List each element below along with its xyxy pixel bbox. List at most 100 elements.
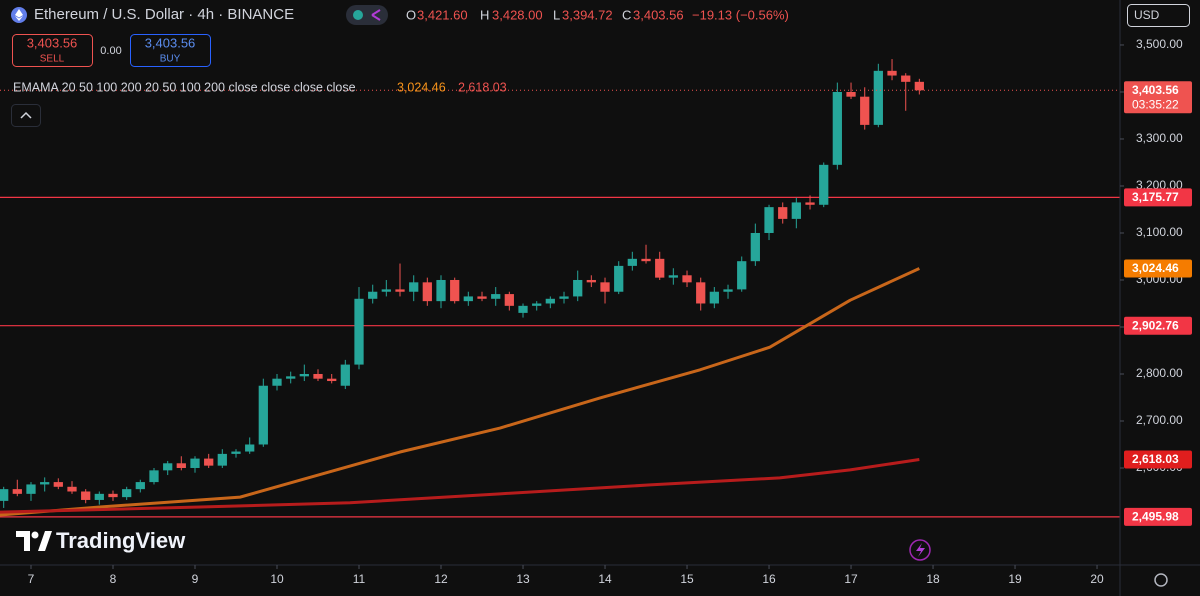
candle-body [26, 484, 36, 494]
candle-body [887, 70, 897, 76]
collapse-button[interactable] [11, 104, 41, 127]
candle-body [231, 451, 241, 454]
candle-body [450, 279, 460, 302]
candle-body [122, 489, 132, 498]
candle-body [327, 378, 337, 382]
indicator-value: 2,618.03 [458, 80, 507, 94]
candle-body [204, 458, 214, 466]
price-label-box [1124, 450, 1192, 469]
candle-body [340, 364, 350, 386]
candle-body [627, 258, 637, 266]
settings-icon[interactable] [1154, 573, 1168, 587]
candle-body [573, 279, 583, 297]
candle-body [53, 482, 63, 487]
y-tick-label: 3,500.00 [1136, 37, 1183, 51]
ohlc-label: H [480, 7, 489, 22]
ohlc-value: 3,403.56 [633, 7, 684, 22]
x-tick-label: 18 [926, 572, 940, 586]
candle-body [258, 385, 268, 445]
candle-body [81, 491, 91, 500]
sell-label: SELL [40, 54, 65, 65]
last-price-box [1124, 81, 1192, 114]
candle-body [12, 489, 22, 494]
x-tick-label: 16 [762, 572, 776, 586]
price-label-box [1124, 316, 1192, 335]
x-tick-label: 15 [680, 572, 694, 586]
candle-body [176, 463, 186, 468]
candle-body [313, 373, 323, 379]
x-tick-label: 10 [270, 572, 284, 586]
candle-body [532, 303, 542, 306]
toggle[interactable] [346, 5, 388, 25]
y-tick-label: 3,100.00 [1136, 225, 1183, 239]
ema-line [0, 458, 920, 514]
candle-body [217, 453, 227, 466]
price-label-box [1124, 188, 1192, 207]
candle-body [737, 261, 747, 290]
ohlc-label: C [622, 7, 631, 22]
candle-body [914, 81, 924, 91]
candle-body [641, 258, 651, 262]
currency-button[interactable] [1127, 4, 1190, 27]
candle-body [901, 75, 911, 82]
indicator-name: EMAMA 20 50 100 200 20 50 100 200 close … [13, 80, 356, 94]
candle-body [149, 470, 159, 483]
x-tick-label: 7 [28, 572, 35, 586]
ohlc-change: −19.13 (−0.56%) [692, 7, 789, 22]
candle-body [272, 378, 282, 386]
candle-body [286, 376, 296, 379]
x-tick-label: 17 [844, 572, 858, 586]
candle-body [709, 291, 719, 304]
candle-body [409, 282, 419, 292]
scales: 3,500.003,400.003,300.003,200.003,100.00… [28, 37, 1192, 586]
header: Ethereum / U.S. Dollar · 4h · BINANCE O … [11, 5, 789, 25]
candle-body [381, 289, 391, 292]
candle-body [436, 279, 446, 302]
candle-body [873, 70, 883, 125]
price-label-box [1124, 259, 1192, 278]
candle-body [368, 291, 378, 299]
y-tick-label: 3,300.00 [1136, 131, 1183, 145]
spread: 0.00 [100, 45, 121, 57]
x-tick-label: 13 [516, 572, 530, 586]
candle-body [354, 298, 364, 365]
y-tick-label: 2,800.00 [1136, 366, 1183, 380]
buy-button[interactable] [130, 34, 211, 67]
indicator-value: 3,024.46 [397, 80, 446, 94]
candle-body [778, 207, 788, 219]
ohlc-value: 3,394.72 [562, 7, 613, 22]
candle-body [846, 91, 856, 97]
x-tick-label: 12 [434, 572, 448, 586]
x-tick-label: 8 [110, 572, 117, 586]
candle-body [395, 289, 405, 292]
candle-body [491, 294, 501, 299]
currency-select: USD [1127, 4, 1190, 27]
countdown-label: 03:35:22 [1132, 97, 1179, 111]
buy-label: BUY [160, 54, 181, 65]
sell-price: 3,403.56 [27, 35, 78, 50]
price-label: 2,902.76 [1132, 318, 1179, 332]
candle-body [245, 444, 255, 452]
candle-body [696, 282, 706, 304]
candle-body [832, 91, 842, 165]
trade-buttons: 3,403.56 SELL 0.00 3,403.56 BUY [12, 34, 211, 67]
candle-body [819, 164, 829, 205]
candle-body [40, 482, 50, 485]
candle-body [600, 282, 610, 292]
price-label: 3,175.77 [1132, 190, 1179, 204]
candle-body [559, 296, 569, 299]
flash-icon[interactable] [909, 539, 931, 561]
ohlc-value: 3,428.00 [492, 7, 543, 22]
candle-body [586, 279, 596, 283]
ema-line [0, 267, 920, 517]
currency-label: USD [1134, 8, 1160, 22]
x-tick-label: 14 [598, 572, 612, 586]
x-tick-label: 20 [1090, 572, 1104, 586]
candle-body [682, 275, 692, 283]
price-label: 2,495.98 [1132, 510, 1179, 524]
flash-glyph [916, 543, 925, 557]
sell-button[interactable] [12, 34, 93, 67]
candle-body [614, 265, 624, 292]
price-label: 3,024.46 [1132, 261, 1179, 275]
